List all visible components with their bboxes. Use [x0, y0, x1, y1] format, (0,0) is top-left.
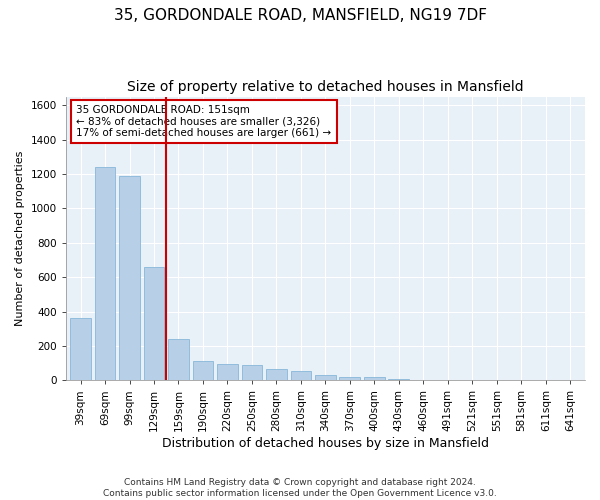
Bar	[70, 318, 91, 380]
Bar	[266, 369, 287, 380]
Bar	[315, 375, 336, 380]
Bar	[364, 377, 385, 380]
Text: 35, GORDONDALE ROAD, MANSFIELD, NG19 7DF: 35, GORDONDALE ROAD, MANSFIELD, NG19 7DF	[113, 8, 487, 22]
X-axis label: Distribution of detached houses by size in Mansfield: Distribution of detached houses by size …	[162, 437, 489, 450]
Bar	[143, 267, 164, 380]
Bar	[340, 377, 361, 380]
Y-axis label: Number of detached properties: Number of detached properties	[15, 150, 25, 326]
Bar	[95, 167, 115, 380]
Title: Size of property relative to detached houses in Mansfield: Size of property relative to detached ho…	[127, 80, 524, 94]
Text: 35 GORDONDALE ROAD: 151sqm
← 83% of detached houses are smaller (3,326)
17% of s: 35 GORDONDALE ROAD: 151sqm ← 83% of deta…	[76, 105, 331, 138]
Text: Contains HM Land Registry data © Crown copyright and database right 2024.
Contai: Contains HM Land Registry data © Crown c…	[103, 478, 497, 498]
Bar	[119, 176, 140, 380]
Bar	[193, 362, 214, 380]
Bar	[168, 339, 189, 380]
Bar	[290, 371, 311, 380]
Bar	[242, 365, 262, 380]
Bar	[217, 364, 238, 380]
